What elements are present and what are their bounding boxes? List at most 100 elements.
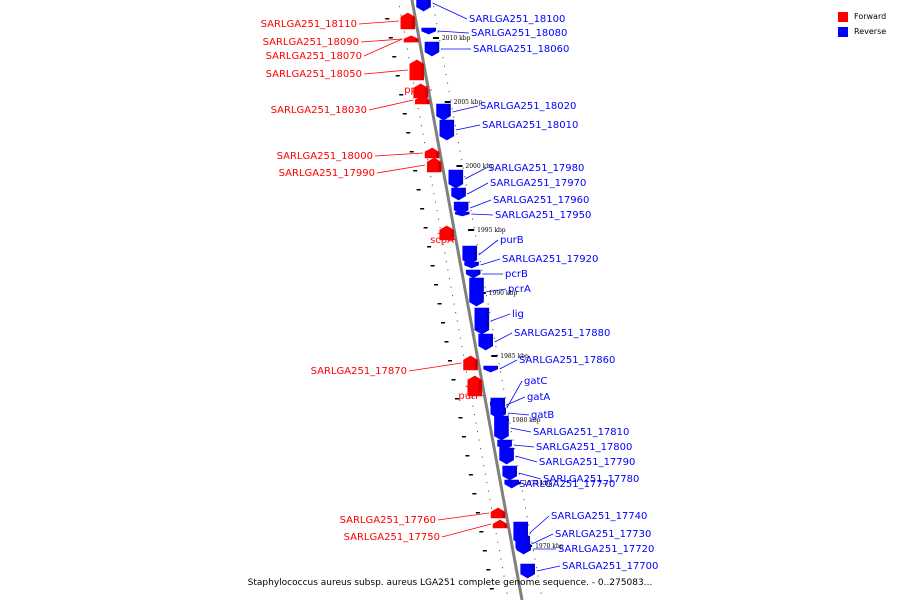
gene-label[interactable]: SARLGA251_17800	[536, 442, 632, 453]
gene-sarlga251-17810[interactable]: SARLGA251_17810	[494, 415, 629, 441]
gene-label[interactable]: SARLGA251_17810	[533, 427, 629, 438]
gene-arrow[interactable]	[478, 333, 494, 351]
gene-label[interactable]: SARLGA251_17790	[539, 457, 635, 468]
gene-label[interactable]: SARLGA251_17700	[562, 561, 658, 572]
gene-arrow[interactable]	[469, 277, 484, 307]
gene-label[interactable]: SARLGA251_18050	[266, 69, 362, 80]
gene-arrow[interactable]	[492, 519, 508, 529]
gene-arrow[interactable]	[467, 375, 483, 397]
gene-sarlga251-18020[interactable]: SARLGA251_18020	[436, 101, 577, 121]
gene-arrow[interactable]	[436, 103, 451, 121]
gene-label[interactable]: SARLGA251_17950	[495, 210, 591, 221]
gene-sarlga251-18070[interactable]: SARLGA251_18070	[266, 35, 419, 62]
gene-sarlga251-17770[interactable]: SARLGA251_17770	[504, 479, 616, 490]
gene-arrow[interactable]	[463, 355, 478, 371]
gene-label[interactable]: SARLGA251_17870	[311, 366, 407, 377]
gene-sarlga251-18080[interactable]: SARLGA251_18080	[421, 27, 568, 39]
gene-label[interactable]: purB	[500, 235, 524, 246]
gene-sarlga251-18100[interactable]: SARLGA251_18100	[416, 0, 566, 25]
gene-label[interactable]: SARLGA251_17960	[493, 195, 589, 206]
gene-sarlga251-17760[interactable]: SARLGA251_17760	[340, 507, 506, 526]
gene-label[interactable]: SARLGA251_17880	[514, 328, 610, 339]
gene-arrow[interactable]	[416, 0, 431, 12]
gene-sarlga251-18030[interactable]: SARLGA251_18030	[271, 95, 430, 116]
gene-sarlga251-17720[interactable]: SARLGA251_17720	[516, 543, 655, 555]
gene-label[interactable]: SARLGA251_18070	[266, 51, 362, 62]
gene-label[interactable]: SARLGA251_17980	[488, 163, 584, 174]
gene-lig[interactable]: lig	[474, 307, 524, 335]
gene-label[interactable]: SARLGA251_17730	[555, 529, 651, 540]
gene-arrow[interactable]	[413, 83, 428, 99]
gene-label[interactable]: SARLGA251_17750	[344, 532, 440, 543]
gene-putp[interactable]: putP	[458, 375, 484, 402]
gene-label[interactable]: lig	[512, 309, 524, 320]
gene-label[interactable]: SARLGA251_18000	[277, 151, 373, 162]
gene-label[interactable]: SARLGA251_17720	[558, 544, 654, 555]
gene-sarlga251-18110[interactable]: SARLGA251_18110	[261, 12, 416, 30]
gene-arrow[interactable]	[415, 95, 430, 105]
gene-arrow[interactable]	[474, 307, 490, 335]
gene-sarlga251-18010[interactable]: SARLGA251_18010	[439, 119, 579, 141]
gene-label[interactable]: SARLGA251_18020	[480, 101, 576, 112]
gene-label[interactable]: SARLGA251_17920	[502, 254, 598, 265]
gene-label[interactable]: SARLGA251_17770	[519, 479, 615, 490]
gene-arrow[interactable]	[502, 465, 518, 481]
gene-arrow[interactable]	[439, 119, 455, 141]
gene-sarlga251-17960[interactable]: SARLGA251_17960	[453, 195, 589, 215]
gene-sarlga251-18000[interactable]: SARLGA251_18000	[277, 147, 440, 162]
gene-arrow[interactable]	[520, 563, 535, 579]
gene-arrow[interactable]	[424, 147, 440, 159]
gene-arrow[interactable]	[483, 365, 498, 373]
gene-sarlga251-17790[interactable]: SARLGA251_17790	[499, 447, 636, 468]
gene-scpa[interactable]: scpA	[430, 225, 457, 246]
gene-arrow[interactable]	[403, 35, 419, 43]
gene-label[interactable]: gatC	[524, 376, 547, 387]
gene-label[interactable]: SARLGA251_17780	[543, 474, 639, 485]
gene-sarlga251-17950[interactable]: SARLGA251_17950	[454, 210, 591, 221]
gene-label[interactable]: putP	[458, 391, 481, 402]
gene-pcra[interactable]: pcrA	[469, 277, 531, 307]
gene-arrow[interactable]	[504, 479, 520, 489]
gene-arrow[interactable]	[494, 415, 509, 441]
gene-sarlga251-17880[interactable]: SARLGA251_17880	[478, 328, 611, 351]
gene-arrow[interactable]	[421, 27, 436, 35]
gene-label[interactable]: pcrB	[505, 269, 528, 280]
gene-label[interactable]: SARLGA251_17970	[490, 178, 586, 189]
gene-label[interactable]: SARLGA251_17760	[340, 515, 436, 526]
gene-arrow[interactable]	[451, 187, 466, 201]
gene-arrow[interactable]	[409, 59, 425, 81]
gene-gatb[interactable]: gatB	[491, 407, 555, 421]
gene-arrow[interactable]	[400, 12, 416, 30]
gene-arrow[interactable]	[439, 225, 455, 241]
gene-label[interactable]: SARLGA251_18010	[482, 120, 578, 131]
gene-arrow[interactable]	[465, 269, 481, 279]
gene-arrow[interactable]	[489, 401, 505, 409]
gene-label[interactable]: SARLGA251_17740	[551, 511, 647, 522]
gene-gata[interactable]: gatA	[489, 392, 550, 409]
gene-sarlga251-17980[interactable]: SARLGA251_17980	[448, 163, 585, 189]
gene-arrow[interactable]	[454, 211, 470, 217]
gene-sarlga251-18060[interactable]: SARLGA251_18060	[424, 41, 569, 57]
gene-sarlga251-17800[interactable]: SARLGA251_17800	[497, 439, 633, 453]
gene-arrow[interactable]	[499, 447, 514, 465]
gene-pcrb[interactable]: pcrB	[465, 269, 528, 280]
gene-ppac[interactable]: ppaC	[404, 83, 433, 99]
gene-sarlga251-17920[interactable]: SARLGA251_17920	[464, 254, 599, 269]
gene-label[interactable]: SARLGA251_17990	[279, 168, 375, 179]
gene-sarlga251-17990[interactable]: SARLGA251_17990	[279, 157, 442, 179]
gene-sarlga251-18050[interactable]: SARLGA251_18050	[266, 59, 425, 81]
gene-sarlga251-17860[interactable]: SARLGA251_17860	[483, 355, 616, 373]
gene-arrow[interactable]	[424, 41, 440, 57]
gene-label[interactable]: pcrA	[508, 284, 531, 295]
gene-label[interactable]: SARLGA251_18080	[471, 28, 567, 39]
gene-arrow[interactable]	[464, 261, 479, 269]
gene-arrow[interactable]	[516, 543, 531, 555]
gene-sarlga251-17700[interactable]: SARLGA251_17700	[520, 561, 659, 579]
gene-label[interactable]: ppaC	[404, 85, 430, 96]
gene-sarlga251-17780[interactable]: SARLGA251_17780	[502, 465, 640, 485]
gene-arrow[interactable]	[490, 507, 506, 519]
gene-label[interactable]: scpA	[430, 235, 454, 246]
gene-label[interactable]: SARLGA251_18060	[473, 44, 569, 55]
gene-arrow[interactable]	[448, 169, 464, 189]
gene-label[interactable]: gatB	[531, 410, 554, 421]
